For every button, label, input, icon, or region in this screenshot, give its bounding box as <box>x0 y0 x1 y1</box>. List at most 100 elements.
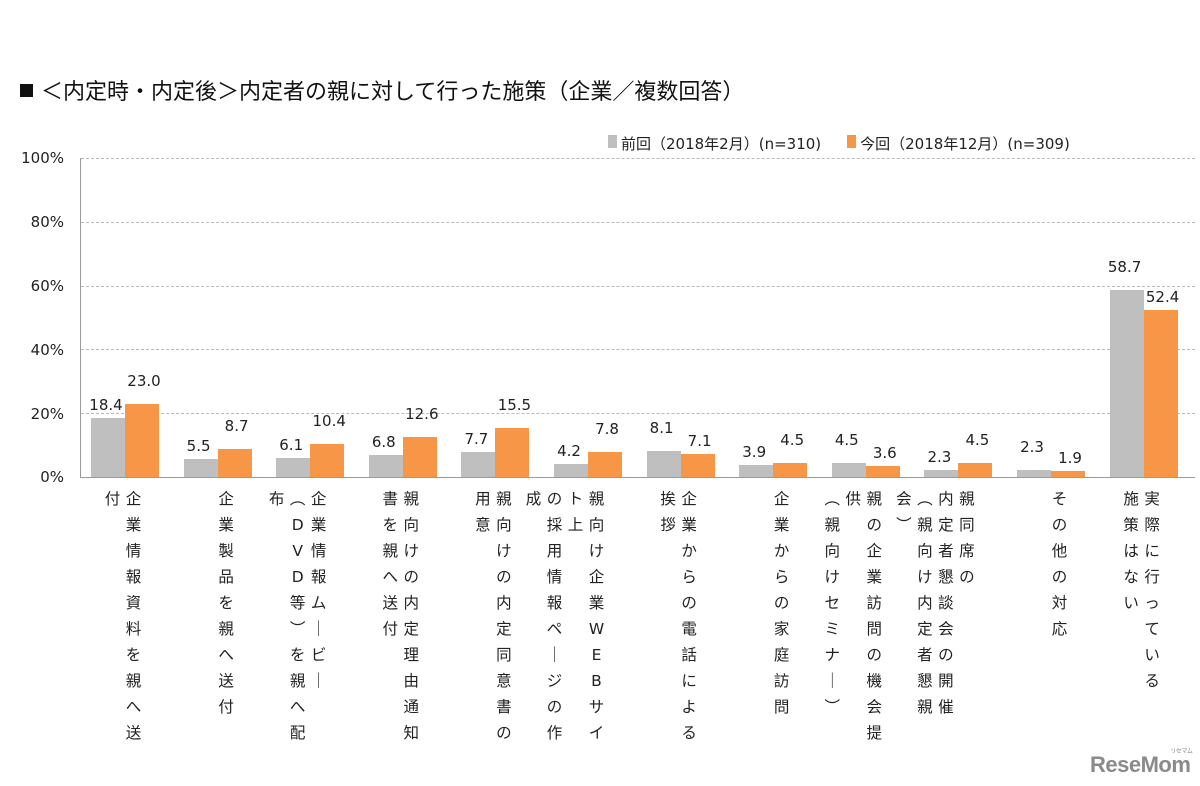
label-char: 話 <box>681 646 697 664</box>
value-label: 5.5 <box>186 437 211 456</box>
label-char: っ <box>1144 594 1160 612</box>
label-char: 送 <box>218 672 234 690</box>
label-char: 電 <box>681 620 697 638</box>
bar-current <box>773 462 808 477</box>
label-char: 作 <box>546 724 563 742</box>
label-char: 情 <box>310 542 327 560</box>
category-label: 親向け企業 W E B サイト上の採用情報ペ｜ジの作成 <box>524 486 606 746</box>
label-char: 親 <box>588 490 605 508</box>
label-char: 親 <box>866 490 883 508</box>
label-char: 親 <box>125 672 142 690</box>
legend-swatch-orange-icon <box>847 135 857 148</box>
label-char: 懇 <box>938 568 954 586</box>
label-char: 企 <box>218 490 234 508</box>
legend-swatch-gray-icon <box>608 135 617 148</box>
value-label: 10.4 <box>312 411 346 430</box>
bar-current <box>1051 470 1085 477</box>
label-char: 向 <box>496 516 512 534</box>
label-char: ︶ <box>289 620 306 638</box>
label-char: の <box>1051 568 1068 586</box>
label-char: ｜ <box>824 672 841 690</box>
label-char: へ <box>289 698 306 716</box>
label-char: 会 <box>938 620 954 638</box>
category-label-column: 布 <box>267 486 286 746</box>
label-char: 送 <box>382 594 399 612</box>
label-char: を <box>125 646 142 664</box>
label-char: 資 <box>125 594 142 612</box>
value-label: 23.0 <box>127 371 161 390</box>
category-label: 親同席の内定者懇談会の開催 ︵ 親向け内定者懇親会 ︶ <box>894 486 976 720</box>
label-char: 情 <box>546 568 563 586</box>
label-char: ペ <box>546 620 563 638</box>
label-char: 業 <box>310 516 327 534</box>
label-char: ト <box>567 490 584 508</box>
label-char: 定 <box>938 516 954 534</box>
legend: 前回（2018年2月）(n=310) 今回（2018年12月）(n=309) <box>608 133 1070 154</box>
label-char: 企 <box>866 542 883 560</box>
category-label: 企業情報資料を親へ送付 <box>103 486 143 746</box>
label-char: へ <box>125 698 142 716</box>
label-char: け <box>403 542 420 560</box>
value-label: 4.5 <box>834 430 859 449</box>
legend-item-current: 今回（2018年12月）(n=309) <box>847 133 1070 154</box>
y-tick: 80% <box>30 213 64 231</box>
label-char: 者 <box>917 646 933 664</box>
gridline-40 <box>81 349 1195 350</box>
value-label: 58.7 <box>1107 257 1142 276</box>
category-label-column: ︵ D V D 等 ︶ を親へ配 <box>288 486 307 746</box>
label-char: 問 <box>773 698 790 716</box>
label-char: 親 <box>917 698 933 716</box>
label-char: ｜ <box>546 646 563 664</box>
value-label: 8.1 <box>649 419 674 438</box>
label-char: の <box>496 724 512 742</box>
bar-previous <box>461 452 496 477</box>
category-label-column: 用意 <box>473 486 492 746</box>
label-char: B <box>591 672 602 690</box>
category-label-column: 書を親へ送付 <box>381 486 400 746</box>
category-label-column: 親向けの内定理由通知 <box>402 486 421 746</box>
category-label: 企業製品を親へ送付 <box>217 486 236 720</box>
label-char: 書 <box>382 490 399 508</box>
category-label-column: 付 <box>103 486 122 746</box>
label-char: 送 <box>125 724 142 742</box>
label-char: の <box>546 490 563 508</box>
value-label: 18.4 <box>89 396 123 415</box>
label-char: 親 <box>917 516 933 534</box>
label-char: 報 <box>125 568 142 586</box>
value-label: 3.6 <box>872 443 897 462</box>
legend-label: 今回（2018年12月）(n=309) <box>860 135 1070 153</box>
label-char: よ <box>681 698 697 716</box>
label-char: 庭 <box>773 646 790 664</box>
category-label-column: 会 ︶ <box>894 486 913 720</box>
label-char: 親 <box>496 490 512 508</box>
label-char: の <box>1051 516 1068 534</box>
chart-title: ＜内定時・内定後＞内定者の親に対して行った施策（企業／複数回答） <box>20 74 744 106</box>
label-char: に <box>1144 542 1160 560</box>
y-axis <box>80 158 81 478</box>
label-char: 向 <box>403 516 420 534</box>
value-label: 7.1 <box>687 432 712 451</box>
y-tick: 0% <box>40 468 64 486</box>
bar-current <box>865 465 900 477</box>
bar-current <box>958 462 993 477</box>
label-char: 上 <box>567 516 584 534</box>
category-label-column: 実際に行っている <box>1143 486 1162 694</box>
label-char: 開 <box>938 672 954 690</box>
logo-text: ReseMom <box>1090 752 1191 777</box>
label-char: る <box>681 724 697 742</box>
label-char: ミ <box>824 620 841 638</box>
bar-current <box>310 443 345 477</box>
label-char: け <box>588 542 605 560</box>
category-label-column: 企業製品を親へ送付 <box>217 486 236 720</box>
category-label-column: 企業情報ム ｜ ビ ｜ <box>309 486 328 746</box>
label-char: ナ <box>824 646 841 664</box>
label-char: 実 <box>1144 490 1160 508</box>
label-char: 採 <box>546 516 563 534</box>
label-char: 業 <box>588 594 605 612</box>
legend-label: 前回（2018年2月）(n=310) <box>621 135 822 153</box>
label-char: 親 <box>403 490 420 508</box>
bar-previous <box>739 464 774 477</box>
value-label: 15.5 <box>497 395 532 414</box>
label-char: い <box>1144 646 1160 664</box>
label-char: 供 <box>845 490 862 508</box>
